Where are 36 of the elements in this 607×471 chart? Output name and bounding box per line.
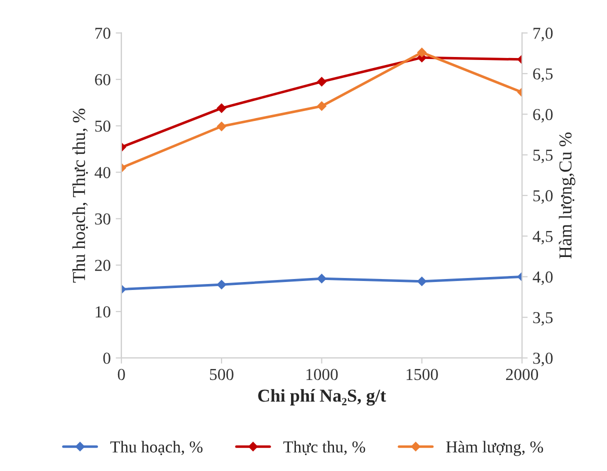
legend-label: Thực thu, % [283, 440, 366, 456]
legend-label: Hàm lượng, % [446, 440, 544, 456]
y2-tick-label: 6,5 [533, 68, 553, 82]
y2-tick-label: 3,5 [533, 312, 553, 326]
x-tick-label: 0 [118, 368, 125, 380]
point [417, 276, 426, 286]
y2-axis-title: Hàm lượng,Cu % [558, 132, 576, 259]
y-tick-label: 50 [95, 120, 110, 132]
y2-tick-label: 5,5 [533, 150, 553, 164]
y2-tick-label: 4,5 [532, 230, 553, 244]
y2-tick-label: 6,0 [533, 108, 553, 123]
point [317, 77, 326, 86]
y-tick-label: 20 [95, 260, 110, 272]
point [317, 101, 326, 111]
y2-tick-label: 7,0 [534, 28, 553, 42]
legend-label: Thu hoạch, % [110, 440, 203, 456]
point [216, 104, 226, 113]
y2-tick-label: 5,0 [533, 190, 553, 204]
x-tick-label: 500 [210, 368, 234, 380]
y-tick-label: 40 [94, 166, 110, 178]
y2-tick-label: 4,0 [532, 271, 553, 286]
y-tick-label: 10 [96, 306, 110, 318]
point [216, 280, 226, 290]
point [216, 122, 226, 132]
x-tick-label: 1500 [406, 368, 438, 380]
point [417, 48, 426, 58]
point [317, 274, 326, 284]
y2-tick-label: 3,0 [533, 352, 553, 366]
y-axis-title: Thu hoạch, Thực thu, % [72, 108, 88, 283]
y-tick-label: 30 [95, 213, 110, 225]
y-tick-label: 70 [95, 28, 110, 39]
x-tick-label: 2000 [506, 368, 538, 380]
x-tick-label: 1000 [306, 368, 338, 380]
y-tick-label: 0 [103, 352, 110, 364]
x-axis-title: Chi phí Na₂S, g/t [258, 389, 386, 406]
y-tick-label: 60 [95, 74, 110, 86]
